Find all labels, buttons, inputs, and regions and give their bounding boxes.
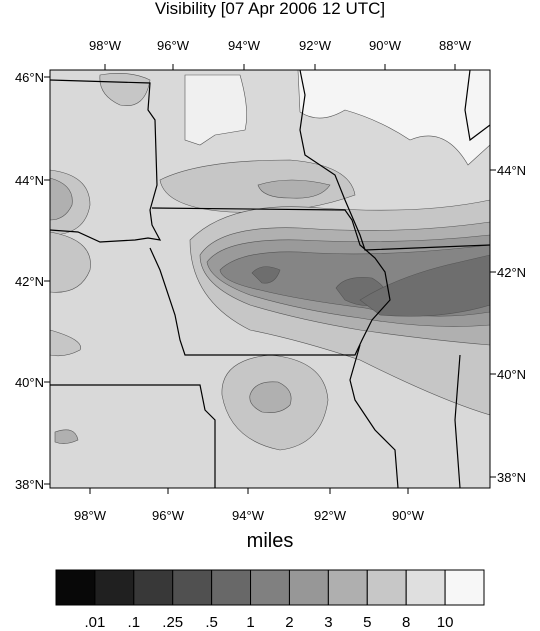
left-lat-label: 44°N [15,173,44,188]
contour-field [50,70,490,488]
top-lon-label: 94°W [228,38,261,53]
map-frame [49,69,491,489]
colorbar-label: .25 [162,614,183,631]
colorbar-swatch [172,569,213,606]
colorbar-label: 10 [437,614,454,631]
left-lat-label: 38°N [15,477,44,492]
top-lon-label: 96°W [157,38,190,53]
top-lon-label: 90°W [369,38,402,53]
colorbar-label: 2 [285,614,293,631]
colorbar-swatch [55,569,96,606]
left-lat-label: 40°N [15,375,44,390]
colorbar-swatch [327,569,368,606]
colorbar-swatch [288,569,329,606]
bottom-lon-label: 96°W [152,508,185,523]
colorbar-swatch [444,569,485,606]
colorbar-label: 5 [363,614,371,631]
colorbar-swatch [405,569,446,606]
top-lon-label: 92°W [299,38,332,53]
bottom-lon-label: 92°W [314,508,347,523]
colorbar-title: miles [247,530,294,552]
top-lon-label: 88°W [439,38,472,53]
colorbar: .01 .1 .25 .5 1 2 3 5 8 10 [55,569,485,631]
colorbar-label: .1 [128,614,141,631]
colorbar-swatch [211,569,252,606]
colorbar-swatch [366,569,407,606]
colorbar-label: .01 [84,614,105,631]
colorbar-swatch [133,569,174,606]
colorbar-label: 3 [324,614,332,631]
colorbar-swatch [250,569,290,606]
right-lat-label: 38°N [497,470,526,485]
right-lat-label: 40°N [497,367,526,382]
bottom-lon-label: 94°W [232,508,265,523]
top-lon-label: 98°W [89,38,122,53]
left-lat-label: 46°N [15,70,44,85]
colorbar-label: 1 [246,614,254,631]
colorbar-swatch [94,569,135,606]
colorbar-label: 8 [402,614,410,631]
bottom-lon-label: 90°W [392,508,425,523]
right-lat-label: 42°N [497,265,526,280]
colorbar-label: .5 [205,614,218,631]
right-lat-label: 44°N [497,163,526,178]
title: Visibility [07 Apr 2006 12 UTC] [155,0,385,18]
bottom-lon-label: 98°W [74,508,107,523]
left-lat-label: 42°N [15,274,44,289]
